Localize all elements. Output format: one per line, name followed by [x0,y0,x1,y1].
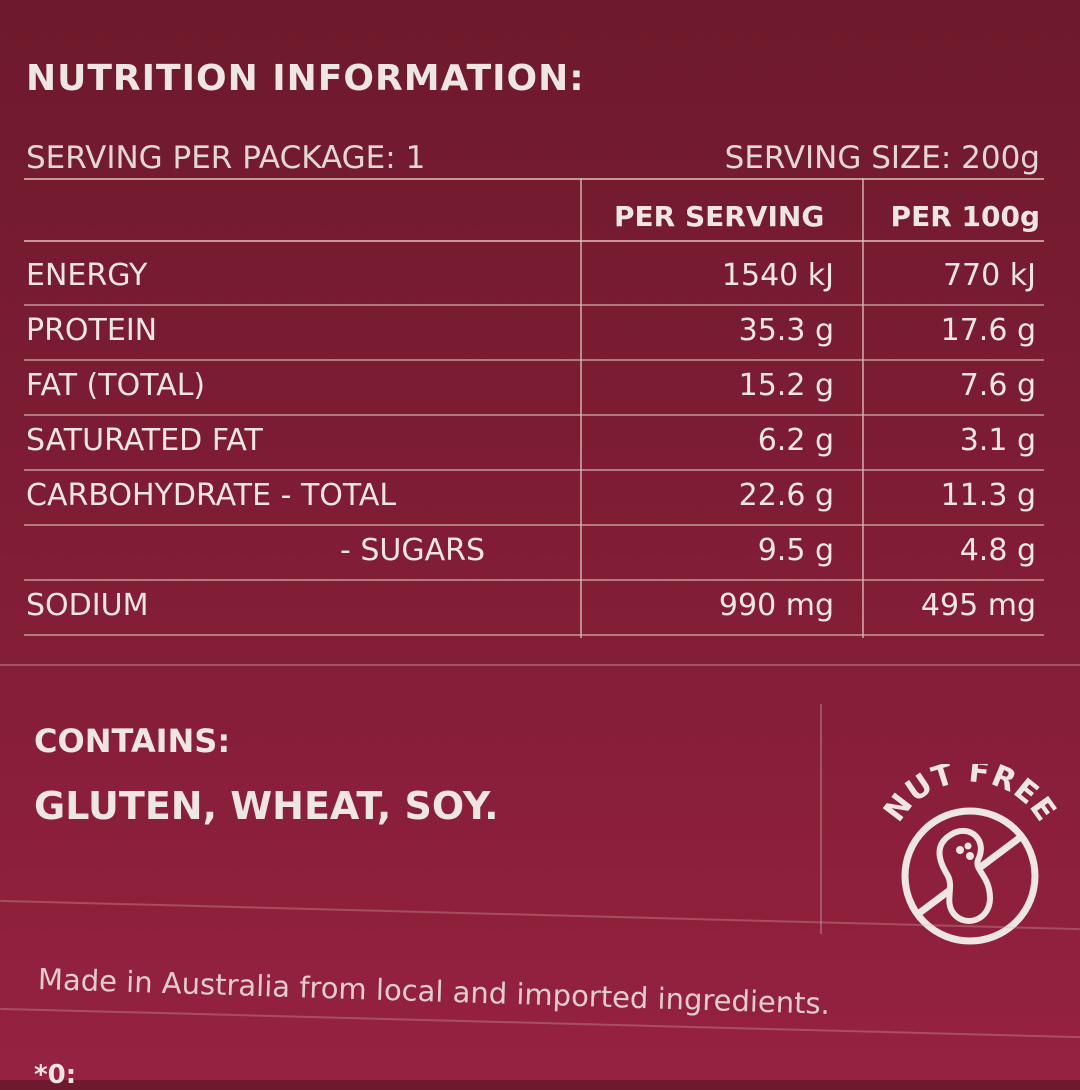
divider [820,704,822,934]
per-serving-value: 990 mg [718,588,834,623]
label-title: NUTRITION INFORMATION: [26,58,585,99]
row-divider [24,359,1044,361]
row-divider [24,524,1044,526]
per-serving-value: 9.5 g [757,533,834,568]
serving-size: SERVING SIZE: 200g [724,140,1040,176]
table-row: PROTEIN 35.3 g 17.6 g [24,305,1044,359]
row-divider [24,579,1044,581]
per-100g-value: 3.1 g [959,423,1036,458]
divider [0,1007,1080,1039]
servings-per-package: SERVING PER PACKAGE: 1 [26,140,426,176]
row-divider [24,414,1044,416]
per-serving-value: 22.6 g [738,478,834,513]
badge-text: NUT FREE [877,754,1062,828]
contains-label: CONTAINS: [34,722,231,760]
peanut-crossed-icon: NUT FREE [877,754,1063,945]
allergens-list: GLUTEN, WHEAT, SOY. [34,784,499,828]
per-serving-value: 1540 kJ [721,258,834,293]
per-serving-value: 35.3 g [738,313,834,348]
nutrient-label: SODIUM [26,588,149,623]
per-100g-value: 770 kJ [942,258,1036,293]
divider [24,178,1044,180]
divider [24,240,1044,242]
nut-free-badge: NUT FREE [870,754,1070,954]
table-row: ENERGY 1540 kJ 770 kJ [24,250,1044,304]
per-100g-value: 4.8 g [959,533,1036,568]
per-100g-value: 495 mg [920,588,1036,623]
per-100g-value: 17.6 g [940,313,1036,348]
nutrient-label: SATURATED FAT [26,423,263,458]
per-100g-value: 7.6 g [959,368,1036,403]
table-row: - SUGARS 9.5 g 4.8 g [24,525,1044,579]
header-per-100g: PER 100g [890,200,1040,233]
nutrient-label: PROTEIN [26,313,158,348]
footnote: *0: [34,1060,77,1090]
nutrient-label: FAT (TOTAL) [26,368,206,403]
divider [0,664,1080,666]
column-divider [862,178,864,638]
row-divider [24,304,1044,306]
per-serving-value: 15.2 g [738,368,834,403]
row-divider [24,634,1044,636]
table-row: SODIUM 990 mg 495 mg [24,580,1044,634]
svg-text:NUT FREE: NUT FREE [877,764,1063,829]
nutrition-label: NUTRITION INFORMATION: SERVING PER PACKA… [0,14,1080,1090]
nutrient-label: - SUGARS [340,533,486,568]
per-serving-value: 6.2 g [757,423,834,458]
table-row: CARBOHYDRATE - TOTAL 22.6 g 11.3 g [24,470,1044,524]
row-divider [24,469,1044,471]
nutrient-label: CARBOHYDRATE - TOTAL [26,478,397,513]
nutrient-label: ENERGY [26,258,148,293]
per-100g-value: 11.3 g [940,478,1036,513]
table-row: FAT (TOTAL) 15.2 g 7.6 g [24,360,1044,414]
table-row: SATURATED FAT 6.2 g 3.1 g [24,415,1044,469]
header-per-serving: PER SERVING [614,200,825,233]
column-divider [580,178,582,638]
